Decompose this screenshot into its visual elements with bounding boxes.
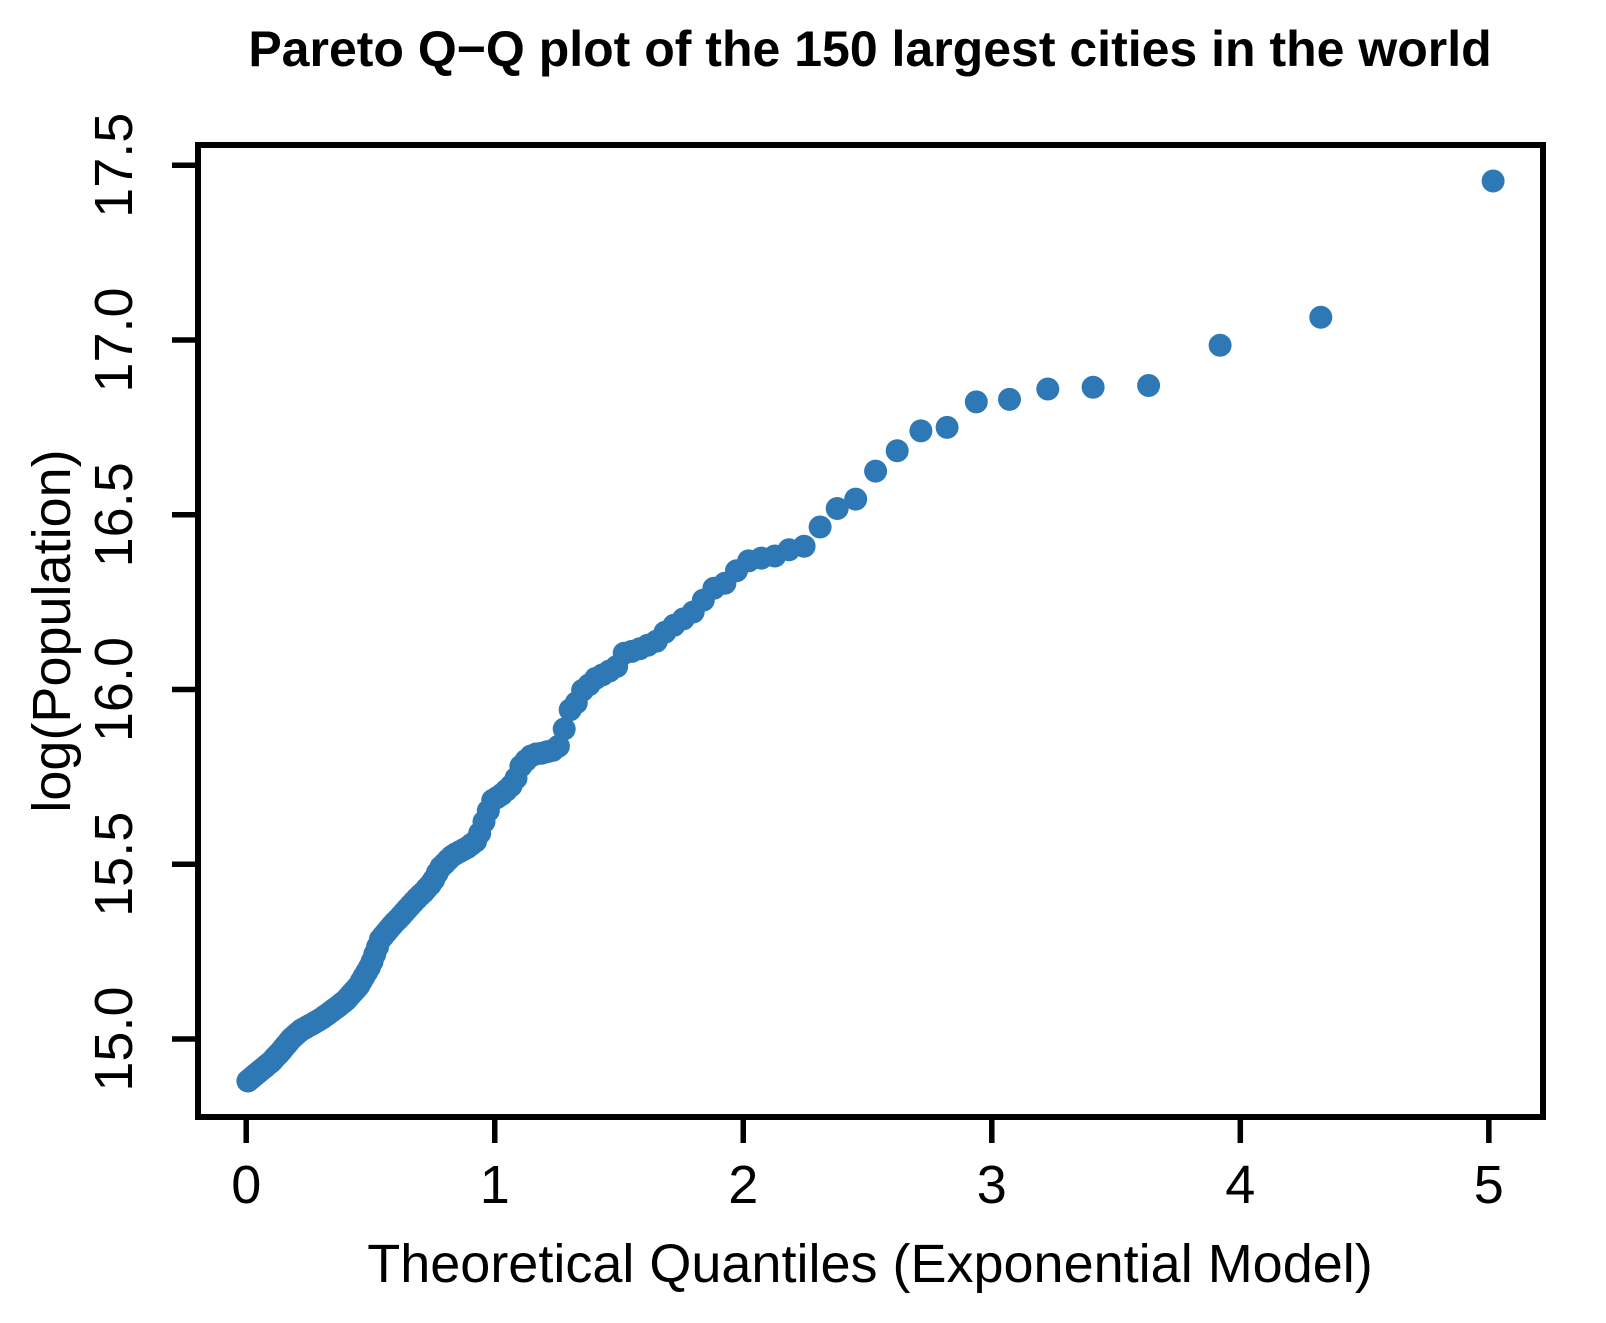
- x-axis-title: Theoretical Quantiles (Exponential Model…: [367, 1234, 1373, 1294]
- y-axis-title: log(Population): [22, 449, 82, 812]
- x-tick-label: 0: [231, 1155, 261, 1215]
- y-tick-label: 15.0: [84, 987, 144, 1092]
- y-tick-label: 16.5: [84, 462, 144, 567]
- data-point: [792, 534, 816, 558]
- data-point: [1481, 169, 1505, 193]
- data-point: [864, 459, 888, 483]
- data-points: [236, 169, 1505, 1093]
- data-point: [844, 487, 868, 511]
- data-point: [885, 439, 909, 463]
- chart-title: Pareto Q−Q plot of the 150 largest citie…: [248, 21, 1491, 77]
- data-point: [1081, 375, 1105, 399]
- data-point: [935, 415, 959, 439]
- x-tick-label: 4: [1225, 1155, 1255, 1215]
- plot-border: [195, 142, 1546, 1120]
- y-tick-label: 16.0: [84, 637, 144, 742]
- data-point: [1036, 377, 1060, 401]
- y-tick-label: 17.0: [84, 287, 144, 392]
- data-point: [808, 515, 832, 539]
- data-point: [998, 387, 1021, 411]
- data-point: [1137, 374, 1161, 397]
- x-tick-label: 3: [977, 1155, 1007, 1215]
- y-tick-label: 15.5: [84, 812, 144, 917]
- x-tick-label: 5: [1474, 1155, 1504, 1215]
- x-axis-ticks: 0 1 2 3 4 5: [231, 1117, 1504, 1215]
- data-point: [964, 390, 988, 414]
- data-point: [552, 717, 576, 741]
- y-axis-ticks: 15.0 15.5 16.0 16.5 17.0 17.5: [84, 113, 198, 1092]
- y-tick-label: 17.5: [84, 113, 144, 218]
- x-tick-label: 2: [728, 1155, 758, 1215]
- data-point: [1309, 305, 1333, 329]
- data-point: [909, 419, 933, 443]
- x-tick-label: 1: [480, 1155, 510, 1215]
- data-point: [1208, 333, 1232, 357]
- data-point: [825, 497, 849, 520]
